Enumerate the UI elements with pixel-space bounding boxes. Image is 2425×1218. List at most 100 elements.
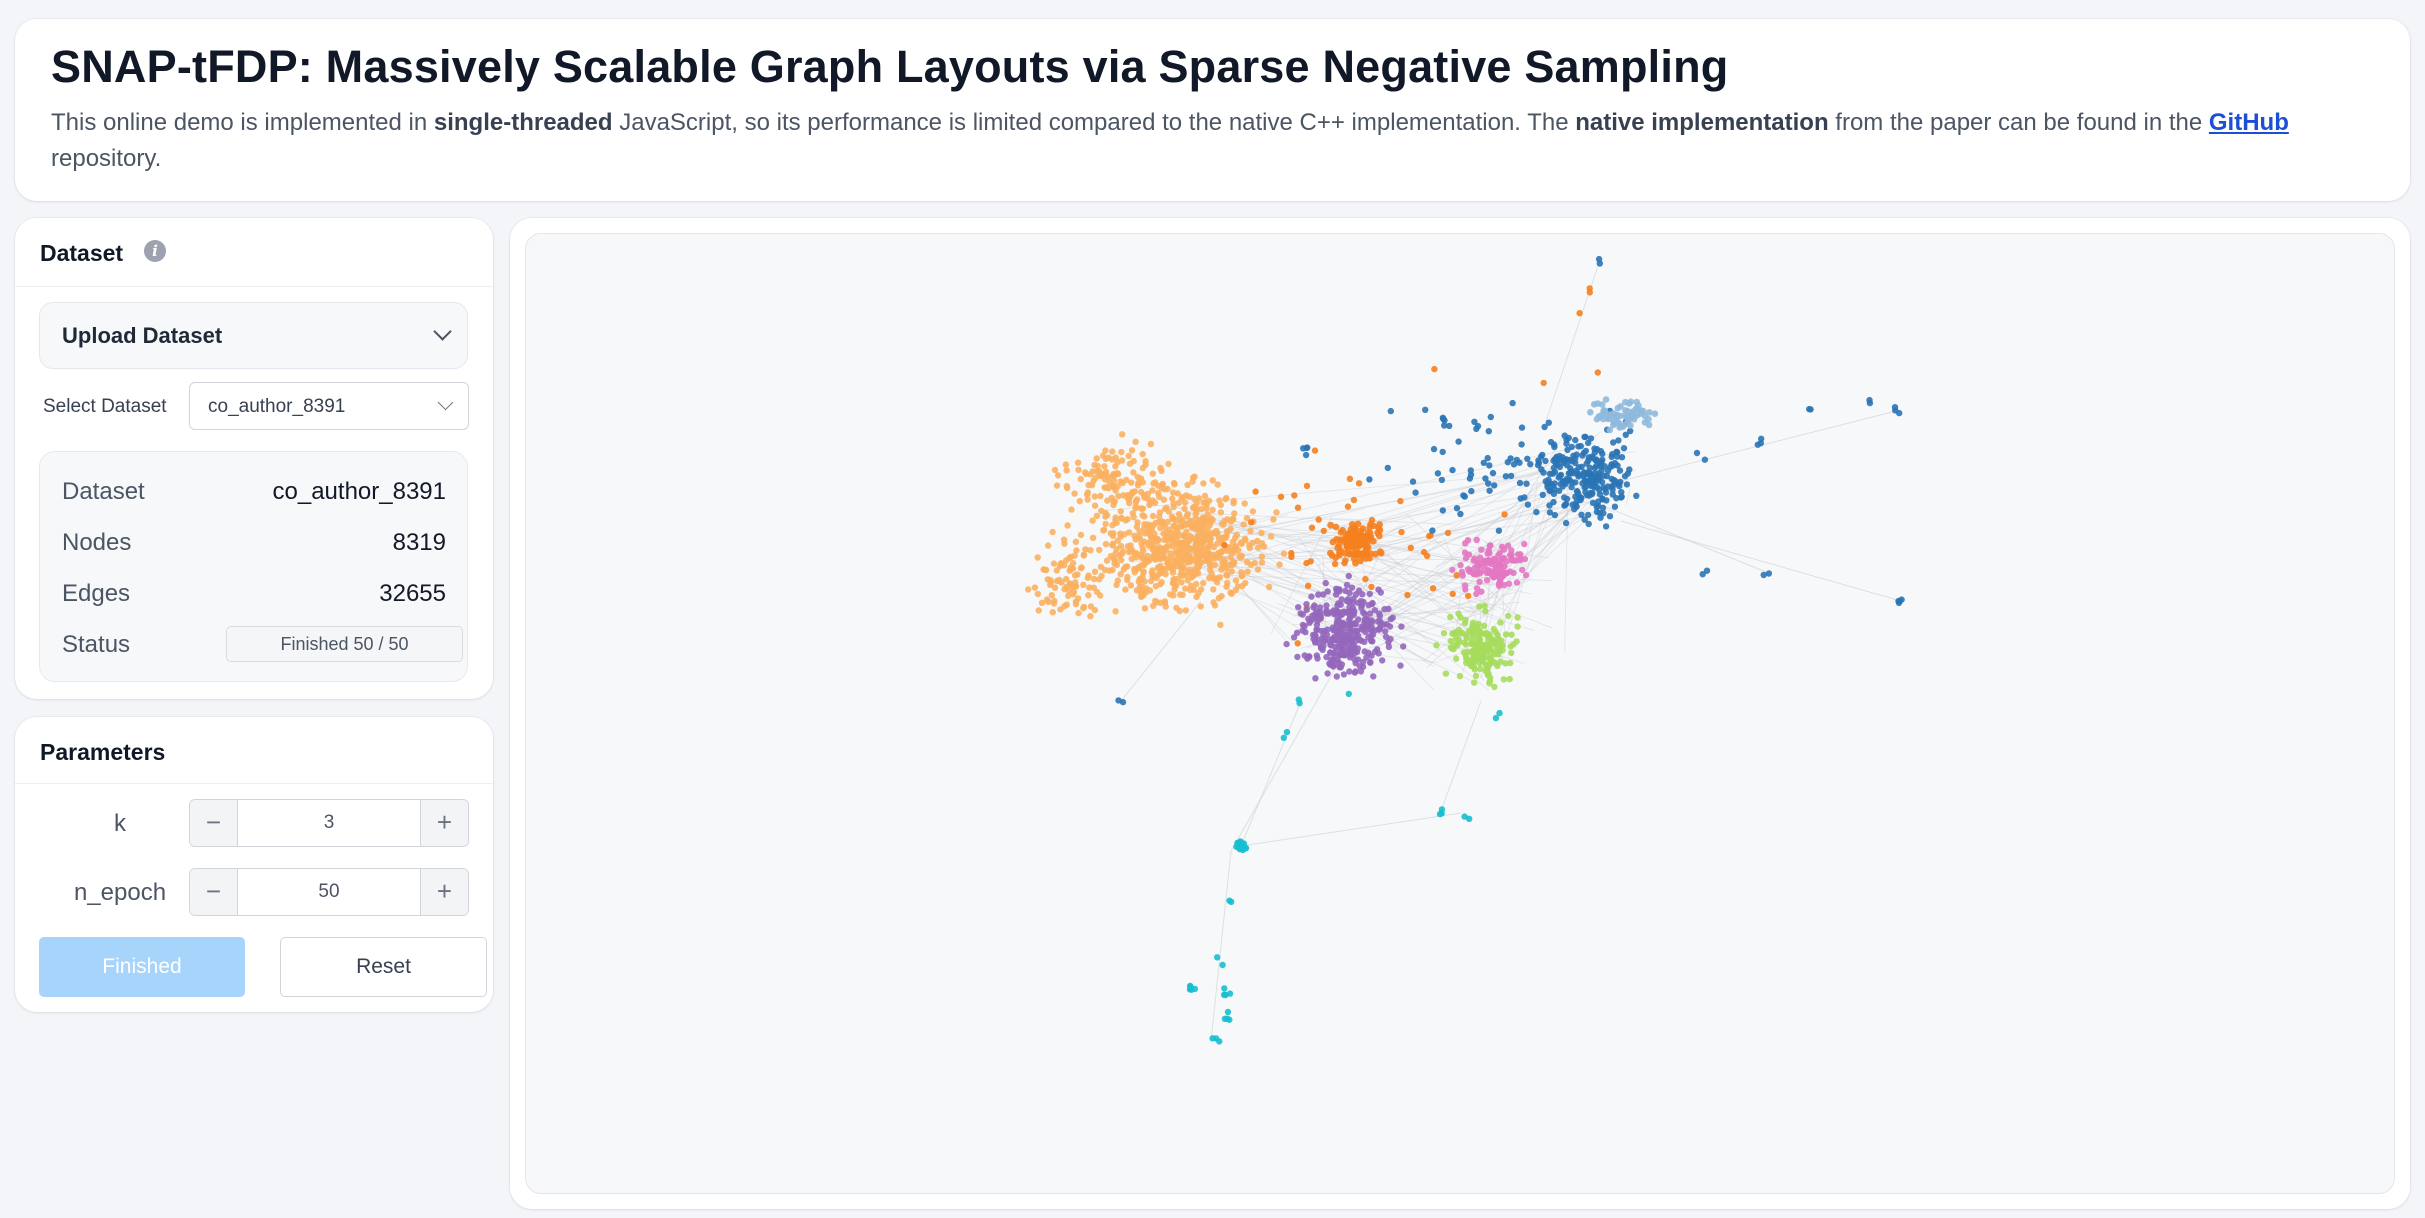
graph-edge <box>1497 460 1562 666</box>
graph-node <box>1080 603 1088 611</box>
layout-canvas-card <box>510 218 2410 1209</box>
k-input[interactable] <box>238 800 420 846</box>
graph-node <box>1315 516 1322 523</box>
graph-node <box>1294 504 1302 511</box>
n-epoch-decrement-button[interactable]: − <box>190 869 238 915</box>
graph-node <box>1572 436 1579 444</box>
graph-node <box>1354 656 1362 663</box>
graph-node <box>1542 457 1549 465</box>
graph-node <box>1559 478 1567 485</box>
graph-node <box>1343 542 1351 549</box>
graph-node <box>1492 629 1499 636</box>
graph-node <box>1431 365 1438 373</box>
graph-node <box>1283 728 1291 736</box>
graph-node <box>1034 590 1042 598</box>
graph-node <box>1335 600 1342 607</box>
graph-node <box>1577 442 1585 450</box>
graph-node <box>1482 667 1489 674</box>
graph-node <box>1495 552 1502 559</box>
graph-node <box>1427 532 1434 539</box>
graph-node <box>1303 601 1310 608</box>
desc-text-3: from the paper can be found in the <box>1828 109 2209 136</box>
graph-node <box>1593 415 1601 423</box>
graph-node <box>1693 449 1701 457</box>
graph-node <box>1621 473 1629 480</box>
graph-node <box>1238 845 1246 852</box>
github-link[interactable]: GitHub <box>2208 109 2289 136</box>
graph-node <box>1468 487 1475 495</box>
graph-node <box>1541 423 1548 431</box>
graph-node <box>1200 579 1207 587</box>
graph-node <box>1138 488 1145 496</box>
graph-node <box>1097 592 1104 599</box>
graph-node <box>1049 528 1056 536</box>
graph-node <box>1221 517 1228 525</box>
graph-node <box>1496 709 1503 717</box>
graph-node <box>1069 565 1077 572</box>
graph-node <box>1217 501 1224 509</box>
graph-node <box>1320 591 1327 598</box>
graph-node <box>1516 479 1524 487</box>
k-decrement-button[interactable]: − <box>190 800 238 846</box>
graph-node <box>1503 569 1510 577</box>
graph-node <box>1238 552 1246 559</box>
n-epoch-increment-button[interactable]: + <box>420 869 468 915</box>
graph-node <box>1459 629 1466 637</box>
graph-edge <box>1244 564 1350 605</box>
graph-node <box>1093 512 1101 520</box>
upload-dataset-dropdown[interactable]: Upload Dataset <box>39 302 468 369</box>
graph-node <box>1294 653 1301 661</box>
finished-button[interactable]: Finished <box>39 937 245 997</box>
graph-node <box>1369 631 1377 638</box>
graph-node <box>1141 513 1148 520</box>
graph-node <box>1486 462 1493 469</box>
param-label-k: k <box>114 810 126 837</box>
graph-node <box>1589 489 1596 497</box>
graph-node <box>1170 503 1177 511</box>
graph-node <box>1331 560 1339 568</box>
select-dataset-label: Select Dataset <box>43 396 167 417</box>
graph-node <box>1389 614 1396 621</box>
k-increment-button[interactable]: + <box>420 800 468 846</box>
graph-node <box>1891 404 1899 411</box>
graph-node <box>1505 612 1512 620</box>
dataset-select[interactable]: co_author_8391 <box>189 382 469 430</box>
stat-value-edges: 32655 <box>379 580 446 607</box>
graph-node <box>1459 572 1466 579</box>
graph-node <box>1385 605 1392 612</box>
divider <box>15 286 493 287</box>
graph-node <box>1086 584 1093 591</box>
graph-node <box>1090 575 1098 583</box>
reset-button[interactable]: Reset <box>280 937 487 997</box>
graph-node <box>1175 499 1182 507</box>
graph-node <box>1124 573 1131 581</box>
page-title: SNAP-tFDP: Massively Scalable Graph Layo… <box>51 41 1729 92</box>
graph-node <box>1441 417 1448 424</box>
graph-node <box>1337 609 1345 616</box>
desc-text-1: This online demo is implemented in <box>51 109 434 136</box>
graph-node <box>1608 453 1615 461</box>
graph-node <box>1471 679 1478 686</box>
graph-node <box>1218 566 1225 573</box>
graph-node <box>1068 506 1075 513</box>
graph-node <box>1149 567 1156 574</box>
stat-label-status: Status <box>62 631 131 658</box>
graph-node <box>1234 583 1242 590</box>
graph-canvas[interactable] <box>525 233 2395 1194</box>
graph-node <box>1336 633 1344 640</box>
graph-node <box>1369 599 1376 607</box>
graph-node <box>1132 505 1139 512</box>
graph-node <box>1141 530 1149 537</box>
graph-node <box>1201 492 1209 500</box>
graph-node <box>1499 642 1506 649</box>
graph-node <box>1153 599 1160 606</box>
graph-node <box>1367 659 1374 666</box>
graph-node <box>1340 641 1347 648</box>
graph-node <box>1220 991 1228 998</box>
graph-node <box>1290 634 1298 641</box>
graph-node <box>1202 544 1209 552</box>
graph-node <box>1504 542 1512 549</box>
graph-node <box>1136 532 1143 539</box>
info-icon[interactable]: i <box>144 240 166 262</box>
n-epoch-input[interactable] <box>238 869 420 915</box>
